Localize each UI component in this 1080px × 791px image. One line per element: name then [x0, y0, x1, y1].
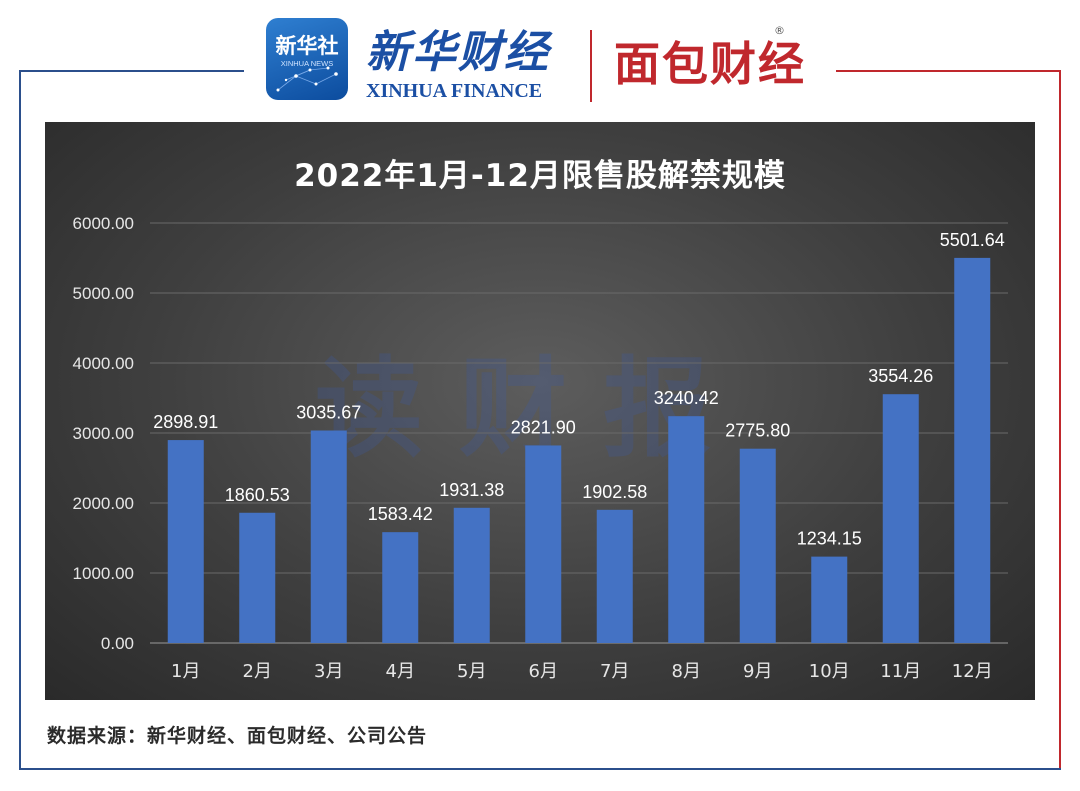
y-tick-label: 2000.00: [73, 494, 134, 513]
y-tick-label: 0.00: [101, 634, 134, 653]
data-label: 1931.38: [439, 480, 504, 500]
mianbao-finance-logo: 面包财经: [614, 37, 806, 91]
y-tick-label: 1000.00: [73, 564, 134, 583]
frame-top-left-line: [19, 70, 244, 72]
xinhua-finance-en-logo: XINHUA FINANCE: [366, 80, 543, 102]
bar: [668, 416, 705, 643]
data-label: 5501.64: [940, 230, 1005, 250]
registered-mark: ®: [774, 24, 785, 37]
x-tick-label: 8月: [672, 661, 701, 682]
logo-divider: [590, 30, 592, 102]
y-tick-label: 4000.00: [73, 354, 134, 373]
x-tick-label: 2月: [243, 661, 272, 682]
x-tick-label: 6月: [529, 661, 558, 682]
bar: [382, 532, 419, 643]
globe-network-icon: [276, 66, 338, 92]
frame-top-right-line: [836, 70, 1061, 72]
bar: [882, 394, 919, 643]
frame-left-line: [19, 70, 21, 770]
xinhua-logo-text: 新华社: [275, 33, 339, 58]
data-label: 2821.90: [511, 417, 576, 437]
watermark: 读财报: [315, 347, 748, 472]
frame-bottom-line: [19, 768, 1061, 770]
chart-plot: 0.00 1000.00 2000.00 3000.00 4000.00 5000.00 6…: [73, 214, 1008, 682]
bar: [596, 509, 633, 643]
y-tick-label: 3000.00: [73, 424, 134, 443]
data-label: 3240.42: [654, 388, 719, 408]
xinhua-news-logo: 新华社 XINHUA NEWS: [266, 18, 348, 100]
x-tick-label: 1月: [171, 661, 200, 682]
chart-title: 2022年1月-12月限售股解禁规模: [294, 158, 786, 194]
bar-chart-panel: 读财报 2022年1月-12月限售股解禁规模 0.00 1000.00 2000.0…: [45, 122, 1035, 700]
data-label: 3554.26: [868, 366, 933, 386]
x-tick-label: 3月: [314, 661, 343, 682]
bar: [310, 430, 347, 643]
x-tick-label: 4月: [386, 661, 415, 682]
data-label: 1902.58: [582, 482, 647, 502]
x-tick-label: 9月: [743, 661, 772, 682]
xinhua-logo-subtext: XINHUA NEWS: [280, 59, 334, 68]
data-label: 1583.42: [368, 504, 433, 524]
data-label: 1234.15: [797, 529, 862, 549]
data-label: 2775.80: [725, 421, 790, 441]
frame-right-line: [1059, 70, 1061, 770]
x-tick-label: 12月: [952, 661, 993, 682]
bar: [525, 445, 562, 643]
data-label: 3035.67: [296, 403, 361, 423]
bar: [739, 448, 776, 643]
data-label: 2898.91: [153, 412, 218, 432]
y-tick-label: 6000.00: [73, 214, 134, 233]
data-label: 1860.53: [225, 485, 290, 505]
bar: [167, 440, 204, 643]
bar: [954, 257, 991, 643]
xinhua-finance-cn-logo: 新华财经: [366, 27, 550, 78]
x-tick-label: 7月: [600, 661, 629, 682]
y-tick-label: 5000.00: [73, 284, 134, 303]
x-tick-label: 5月: [457, 661, 486, 682]
bar: [811, 556, 848, 643]
bar: [453, 507, 490, 643]
x-tick-label: 11月: [880, 661, 921, 682]
header-logos: 新华社 XINHUA NEWS 新华财经 XINHUA FINANCE 面包财经…: [262, 12, 822, 112]
x-tick-label: 10月: [809, 661, 850, 682]
bar: [239, 512, 276, 643]
source-note: 数据来源：新华财经、面包财经、公司公告: [47, 725, 428, 747]
